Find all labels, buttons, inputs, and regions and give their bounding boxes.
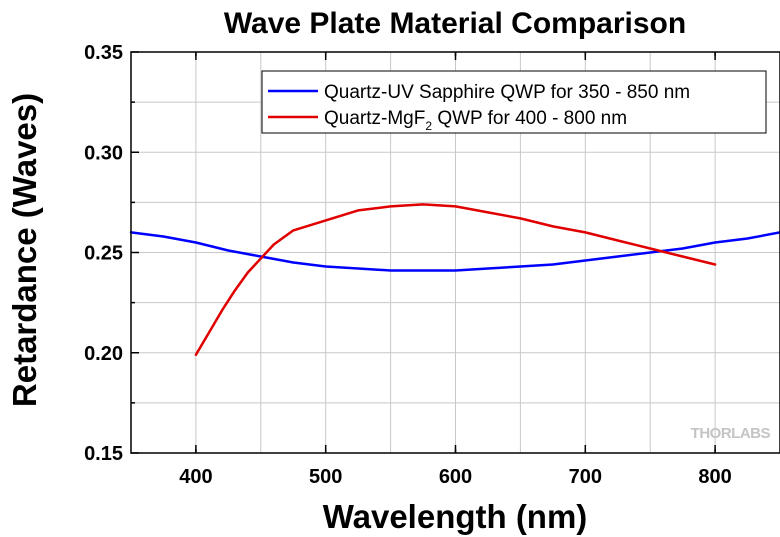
ticks: 400 500 600 700 800 0.15 0.20 0.25 0.30 0.35 — [84, 42, 732, 488]
legend-label-series-1: Quartz-UV Sapphire QWP for 350 - 850 nm — [324, 82, 690, 103]
watermark: THORLABS — [691, 425, 771, 442]
chart-title: Wave Plate Material Comparison — [224, 7, 686, 40]
x-tick-label: 500 — [309, 466, 342, 488]
series-line-2 — [194, 203, 717, 357]
y-axis-label: Retardance (Waves) — [6, 93, 43, 407]
x-tick-label: 800 — [698, 466, 731, 488]
series-layer — [129, 203, 780, 357]
x-tick-label: 600 — [439, 466, 472, 488]
y-tick-label: 0.20 — [84, 343, 123, 365]
y-tick-label: 0.25 — [84, 243, 123, 265]
legend-label-series-2: Quartz-MgF2 QWP for 400 - 800 nm — [324, 108, 627, 133]
series-line-1 — [129, 231, 780, 272]
legend-box — [261, 70, 767, 134]
x-tick-label: 700 — [569, 466, 602, 488]
y-tick-label: 0.30 — [84, 142, 123, 164]
legend: Quartz-UV Sapphire QWP for 350 - 850 nm … — [261, 70, 767, 134]
x-tick-label: 400 — [179, 466, 212, 488]
x-axis-label: Wavelength (nm) — [323, 498, 588, 535]
y-tick-label: 0.35 — [84, 42, 123, 64]
y-tick-label: 0.15 — [84, 443, 123, 465]
